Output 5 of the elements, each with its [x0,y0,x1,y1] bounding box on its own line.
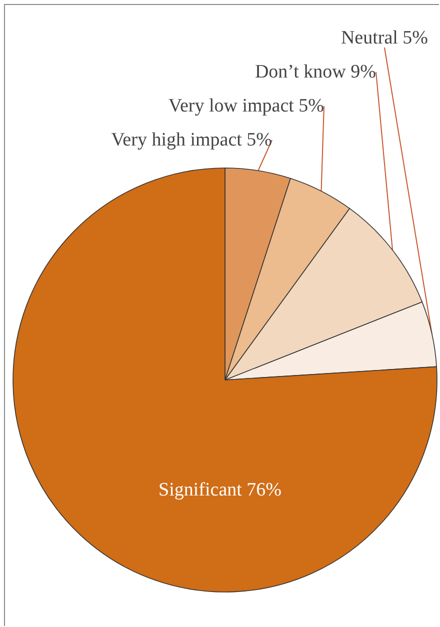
slice-label: Significant 76% [158,480,282,500]
slice-label: Very low impact 5% [168,96,324,116]
slice-label: Very high impact 5% [111,130,272,150]
slice-label: Don’t know 9% [254,62,376,82]
slice-label: Neutral 5% [340,28,428,48]
